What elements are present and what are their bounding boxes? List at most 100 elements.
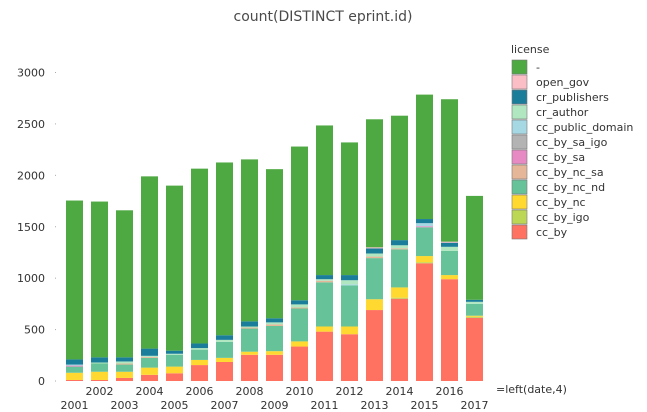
bar-segment-cc_by_nc[interactable] [466,315,483,317]
bar-stack-2010[interactable] [291,146,308,381]
bar-segment-cc_by_nc[interactable] [341,326,358,335]
bar-segment-cr_author[interactable] [216,339,233,342]
bar-segment-cc_by_nc_nd[interactable] [441,250,458,276]
bar-segment-cc_by_nc_sa[interactable] [241,327,258,329]
legend-item[interactable]: cr_author [511,104,589,120]
bar-segment-cc_by_nc[interactable] [441,275,458,280]
bar-stack-2008[interactable] [241,159,258,381]
bar-segment-cc_by_nc_sa[interactable] [391,248,408,250]
bar-segment-cc_public_domain[interactable] [416,223,433,227]
bar-segment-dash[interactable] [341,142,358,276]
legend-item[interactable]: cc_by [511,224,568,240]
bar-segment-cc_by_nc_nd[interactable] [366,258,383,300]
bar-stack-2004[interactable] [141,176,158,381]
bar-segment-cr_publishers[interactable] [216,335,233,340]
bar-segment-cc_by[interactable] [391,298,408,381]
bar-segment-cr_author[interactable] [291,304,308,308]
bar-segment-cc_by[interactable] [366,310,383,381]
bar-segment-cr_author[interactable] [241,326,258,328]
bar-segment-cc_by[interactable] [166,373,183,381]
bar-segment-cc_by[interactable] [291,346,308,381]
bar-segment-cc_by[interactable] [416,263,433,381]
bar-segment-cc_by_nc[interactable] [91,371,108,380]
bar-segment-cc_by_nc[interactable] [116,371,133,378]
bar-segment-dash[interactable] [316,125,333,276]
bar-segment-cr_author[interactable] [441,246,458,251]
bar-segment-cc_by[interactable] [116,377,133,381]
bar-segment-cr_publishers[interactable] [366,248,383,254]
bar-segment-cc_by_nc_nd[interactable] [241,328,258,352]
bar-segment-cc_by_nc[interactable] [391,287,408,298]
bar-segment-cc_by[interactable] [91,379,108,381]
bar-segment-cr_publishers[interactable] [141,348,158,356]
bar-segment-dash[interactable] [441,99,458,242]
bar-segment-cr_publishers[interactable] [441,242,458,247]
bar-segment-cc_by[interactable] [266,354,283,381]
legend-item[interactable]: open_gov [511,74,590,90]
bar-segment-cr_author[interactable] [366,253,383,257]
legend-item[interactable]: cc_public_domain [511,119,633,135]
bar-segment-cc_by_nc_nd[interactable] [216,341,233,358]
bar-segment-cr_publishers[interactable] [316,275,333,280]
bar-segment-cc_by_nc_nd[interactable] [141,357,158,368]
legend[interactable]: license - open_gov cr_publishers cr_authorc… [511,43,633,240]
bar-segment-dash[interactable] [216,162,233,336]
bar-segment-cr_author[interactable] [116,361,133,364]
bar-segment-cc_by_nc_nd[interactable] [466,303,483,316]
bar-segment-cc_by_nc_nd[interactable] [341,285,358,327]
bar-segment-cc_by_nc_nd[interactable] [166,354,183,367]
bar-segment-dash[interactable] [366,119,383,248]
legend-item[interactable]: cc_by_igo [511,209,590,225]
bar-segment-cc_by[interactable] [241,354,258,381]
bar-segment-cc_by_nc[interactable] [316,326,333,332]
bar-segment-dash[interactable] [291,146,308,301]
bar-segment-cr_publishers[interactable] [91,357,108,363]
bar-segment-cc_by_nc[interactable] [166,366,183,374]
bar-segment-cr_publishers[interactable] [391,240,408,246]
bar-segment-cc_by[interactable] [316,331,333,381]
bar-segment-cc_by_nc_sa[interactable] [141,356,158,358]
bar-stack-2017[interactable] [466,195,483,381]
bar-segment-cc_by_nc_sa[interactable] [366,256,383,259]
bar-stack-2003[interactable] [116,210,133,381]
bar-segment-dash[interactable] [266,169,283,319]
bar-segment-cc_by_igo[interactable] [416,262,433,264]
bar-segment-cc_by_nc_nd[interactable] [66,366,83,373]
legend-item[interactable]: cc_by_nc [511,194,586,210]
bar-stack-2011[interactable] [316,125,333,381]
bar-segment-open_gov[interactable] [366,247,383,249]
bar-segment-cc_by_nc_sa[interactable] [316,280,333,283]
bar-segment-cr_publishers[interactable] [241,321,258,327]
bar-segment-cc_by_nc_nd[interactable] [91,363,108,372]
bar-segment-cr_author[interactable] [266,322,283,325]
bar-segment-cr_author[interactable] [391,245,408,249]
bar-segment-cr_author[interactable] [466,301,483,304]
bar-segment-cr_publishers[interactable] [191,343,208,349]
bar-segment-cc_by_nc[interactable] [291,341,308,347]
bar-segment-cc_by_nc_sa[interactable] [291,307,308,309]
bar-segment-cc_by_sa[interactable] [416,226,433,228]
bar-segment-cc_by_sa[interactable] [66,365,83,367]
bar-segment-cr_author[interactable] [91,362,108,364]
bar-segment-cc_by[interactable] [216,361,233,381]
bar-stack-2006[interactable] [191,168,208,381]
bar-segment-cr_publishers[interactable] [166,350,183,354]
bar-segment-cc_by_nc[interactable] [216,357,233,362]
bar-segment-dash[interactable] [66,200,83,360]
bar-segment-cr_publishers[interactable] [341,275,358,281]
legend-item[interactable]: cc_by_sa_igo [511,134,608,150]
bar-segment-cc_by[interactable] [66,379,83,381]
bar-stack-2015[interactable] [416,94,433,381]
bar-segment-cc_by_nc_nd[interactable] [116,364,133,372]
bar-segment-dash[interactable] [91,201,108,358]
bar-stack-2009[interactable] [266,169,283,381]
legend-item[interactable]: cr_publishers [511,89,609,105]
bar-segment-cc_by_nc_nd[interactable] [316,282,333,327]
bar-stack-2002[interactable] [91,201,108,381]
bar-segment-cc_by[interactable] [341,334,358,381]
bar-segment-cr_publishers[interactable] [116,357,133,362]
legend-item[interactable]: cc_by_nc_nd [511,179,605,195]
bar-segment-dash[interactable] [466,195,483,300]
bar-stack-2014[interactable] [391,115,408,381]
bar-segment-cr_author[interactable] [191,348,208,350]
